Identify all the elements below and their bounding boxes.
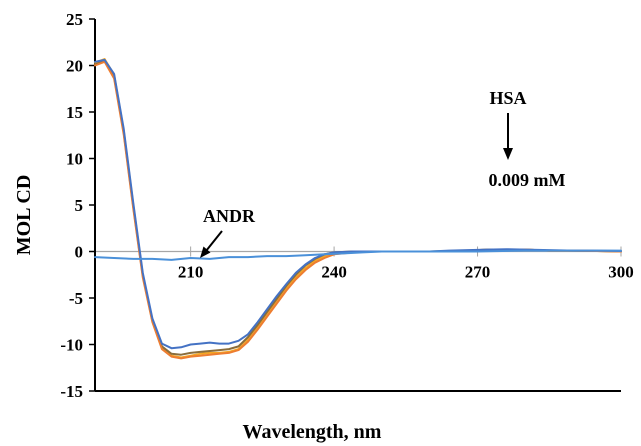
y-tick-label: -5 <box>69 289 83 308</box>
annotation-andr: ANDR <box>203 206 256 226</box>
x-tick-label: 210 <box>178 263 204 282</box>
y-tick-label: 10 <box>66 150 83 169</box>
y-tick-label: -15 <box>60 382 83 401</box>
y-tick-label: 5 <box>75 196 84 215</box>
y-tick-label: 0 <box>75 243 84 262</box>
plot-area <box>95 19 621 391</box>
annotation-concentration: 0.009 mM <box>489 170 566 190</box>
annotation-andr-arrow-shaft <box>205 230 223 252</box>
annotation-hsa: HSA <box>489 88 526 108</box>
x-axis-title: Wavelength, nm <box>243 421 382 443</box>
y-tick-label: -10 <box>60 336 83 355</box>
series-line-5 <box>94 249 622 261</box>
y-tick-label: 15 <box>66 103 83 122</box>
series-line-4 <box>94 58 622 350</box>
x-tick-label: 240 <box>321 263 347 282</box>
y-axis-ticks: 25 20 15 10 5 0 -5 -10 -15 <box>60 10 95 401</box>
x-tick-label: 270 <box>465 263 491 282</box>
annotation-andr-arrow-head <box>200 246 211 258</box>
y-tick-label: 25 <box>66 10 83 29</box>
x-tick-label: 300 <box>608 263 634 282</box>
y-axis-title: MOL CD <box>13 175 35 256</box>
y-tick-label: 20 <box>66 57 83 76</box>
series-group <box>94 58 622 360</box>
annotation-hsa-arrow-head <box>503 148 513 160</box>
